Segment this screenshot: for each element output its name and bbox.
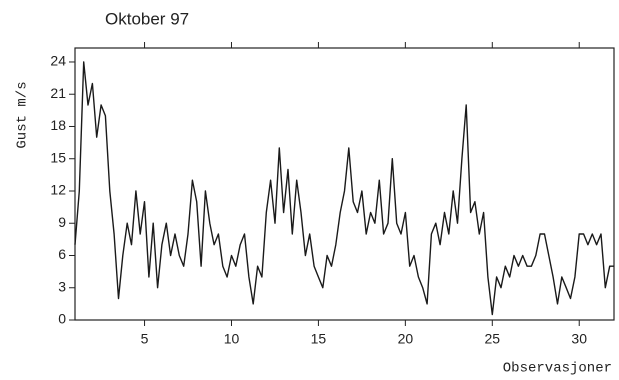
x-tick-label: 25 (485, 331, 501, 347)
data-line (74, 61, 614, 316)
x-tick-label: 15 (311, 331, 327, 347)
y-tick-label: 21 (50, 85, 66, 101)
y-tick-label: 12 (50, 182, 66, 198)
x-tick-label: 10 (224, 331, 240, 347)
y-tick-label: 6 (58, 246, 66, 262)
chart-title: Oktober 97 (105, 9, 189, 28)
x-axis-label: Observasjoner (503, 361, 612, 377)
y-tick-label: 0 (58, 311, 66, 327)
plot-frame (74, 47, 615, 321)
x-tick-label: 20 (398, 331, 414, 347)
x-tick-label: 30 (571, 331, 587, 347)
y-tick-label: 18 (50, 117, 66, 133)
y-axis-label: Gust m/s (15, 81, 31, 148)
y-tick-label: 3 (58, 278, 66, 294)
y-tick-label: 9 (58, 214, 66, 230)
y-tick-label: 24 (50, 53, 66, 69)
x-tick-label: 5 (141, 331, 149, 347)
y-tick-label: 15 (50, 149, 66, 165)
